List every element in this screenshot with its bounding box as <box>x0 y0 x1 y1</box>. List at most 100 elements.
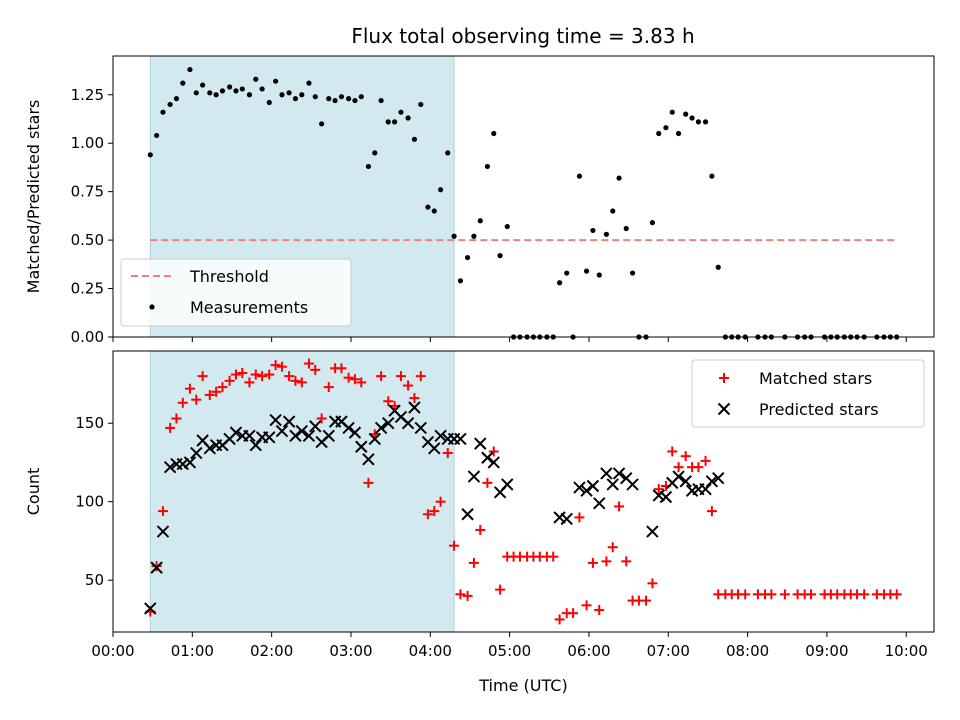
measurement-point <box>326 96 332 102</box>
legend-matched-swatch <box>719 373 729 383</box>
matched-star-point <box>343 372 354 383</box>
x-axis-label: Time (UTC) <box>478 676 567 695</box>
measurement-point <box>372 150 378 156</box>
matched-star-point <box>290 375 301 386</box>
x-tick-label: 04:00 <box>409 642 452 660</box>
measurement-point <box>391 119 398 125</box>
legend-predicted-swatch <box>717 402 731 416</box>
measurement-point <box>491 130 497 137</box>
matched-star-point <box>462 590 473 601</box>
matched-star-point <box>435 496 446 507</box>
measurement-point <box>425 204 431 210</box>
measurement-point <box>629 270 636 276</box>
y-tick-label: 0.50 <box>71 231 104 249</box>
matched-star-point <box>673 462 684 473</box>
matched-star-point <box>363 477 374 488</box>
predicted-star-point <box>282 415 296 428</box>
x-tick-label: 06:00 <box>567 642 610 660</box>
predicted-star-point <box>408 401 421 414</box>
predicted-star-point <box>600 467 613 480</box>
matched-star-point <box>587 557 598 568</box>
matched-star-point <box>356 377 367 388</box>
measurement-point <box>689 115 695 121</box>
predicted-star-point <box>705 475 719 488</box>
matched-star-point <box>607 542 618 553</box>
measurement-point <box>147 152 153 158</box>
matched-star-point <box>349 374 360 385</box>
matched-star-point <box>601 556 612 567</box>
predicted-star-point <box>249 438 262 452</box>
bottom-y-axis-label: Count <box>24 468 43 516</box>
measurement-point <box>709 173 715 179</box>
matched-star-point <box>157 506 168 517</box>
top-y-axis-label: Matched/Predicted stars <box>24 100 43 294</box>
predicted-star-point <box>183 456 197 469</box>
matched-star-point <box>184 383 195 394</box>
predicted-star-point <box>428 442 441 455</box>
measurement-point <box>576 173 583 179</box>
matched-star-point <box>165 422 176 433</box>
matched-star-point <box>740 589 751 600</box>
predicted-star-point <box>289 429 302 442</box>
measurement-point <box>695 119 702 125</box>
bottom-axes-frame <box>112 350 935 633</box>
matched-star-point <box>700 455 711 466</box>
measurement-point <box>564 270 570 276</box>
measurement-point <box>431 208 437 214</box>
matched-star-point <box>614 501 625 512</box>
matched-star-point <box>230 369 241 380</box>
legend-matched-marker <box>719 373 729 383</box>
measurement-point <box>702 119 709 125</box>
matched-star-point <box>303 358 314 369</box>
x-tick-label: 00:00 <box>91 642 134 660</box>
matched-star-point <box>706 506 717 517</box>
matched-star-point <box>276 361 287 372</box>
measurement-point <box>457 278 464 284</box>
measurement-point <box>596 272 602 278</box>
legend-threshold-label: Threshold <box>189 267 269 286</box>
matched-star-point <box>859 589 870 600</box>
matched-star-point <box>806 589 817 600</box>
measurement-point <box>484 163 491 170</box>
top-axes-frame <box>112 55 935 338</box>
measurement-point <box>623 225 629 232</box>
matched-star-point <box>475 524 486 535</box>
measurement-point <box>583 268 590 274</box>
measurement-point <box>167 101 173 108</box>
legend-predicted-marker <box>717 402 731 416</box>
matched-star-point <box>891 589 902 600</box>
measurement-point <box>207 90 213 96</box>
measurement-point <box>279 92 285 98</box>
predicted-star-point <box>672 470 685 483</box>
measurement-point <box>445 150 451 156</box>
predicted-star-point <box>269 413 282 427</box>
x-tick-label: 08:00 <box>726 642 769 660</box>
matched-star-point <box>581 600 592 611</box>
measurement-point <box>200 82 206 88</box>
matched-star-point <box>244 377 255 388</box>
matched-star-point <box>667 446 678 457</box>
measurement-point <box>603 231 609 237</box>
matched-star-point <box>495 584 506 595</box>
measurement-point <box>649 220 656 226</box>
predicted-star-point <box>501 478 514 491</box>
matched-star-point <box>548 551 559 562</box>
x-tick-label: 07:00 <box>647 642 690 660</box>
x-tick-label: 02:00 <box>250 642 293 660</box>
measurement-point <box>365 163 372 170</box>
matched-star-point <box>336 363 347 374</box>
y-tick-label: 50 <box>85 571 104 589</box>
predicted-star-point <box>612 467 626 480</box>
measurement-point <box>332 97 338 104</box>
matched-star-point <box>171 413 182 424</box>
matched-star-point <box>316 413 327 424</box>
bottom-y-ticks: 50 100 150 <box>75 414 113 589</box>
matched-star-point <box>204 389 215 400</box>
predicted-star-point <box>309 420 322 433</box>
measurement-point <box>345 96 352 102</box>
predicted-star-point <box>580 484 593 497</box>
measurement-point <box>312 94 318 100</box>
predicted-star-point <box>355 440 368 453</box>
measurement-point <box>213 92 219 98</box>
matched-star-point <box>488 446 499 457</box>
